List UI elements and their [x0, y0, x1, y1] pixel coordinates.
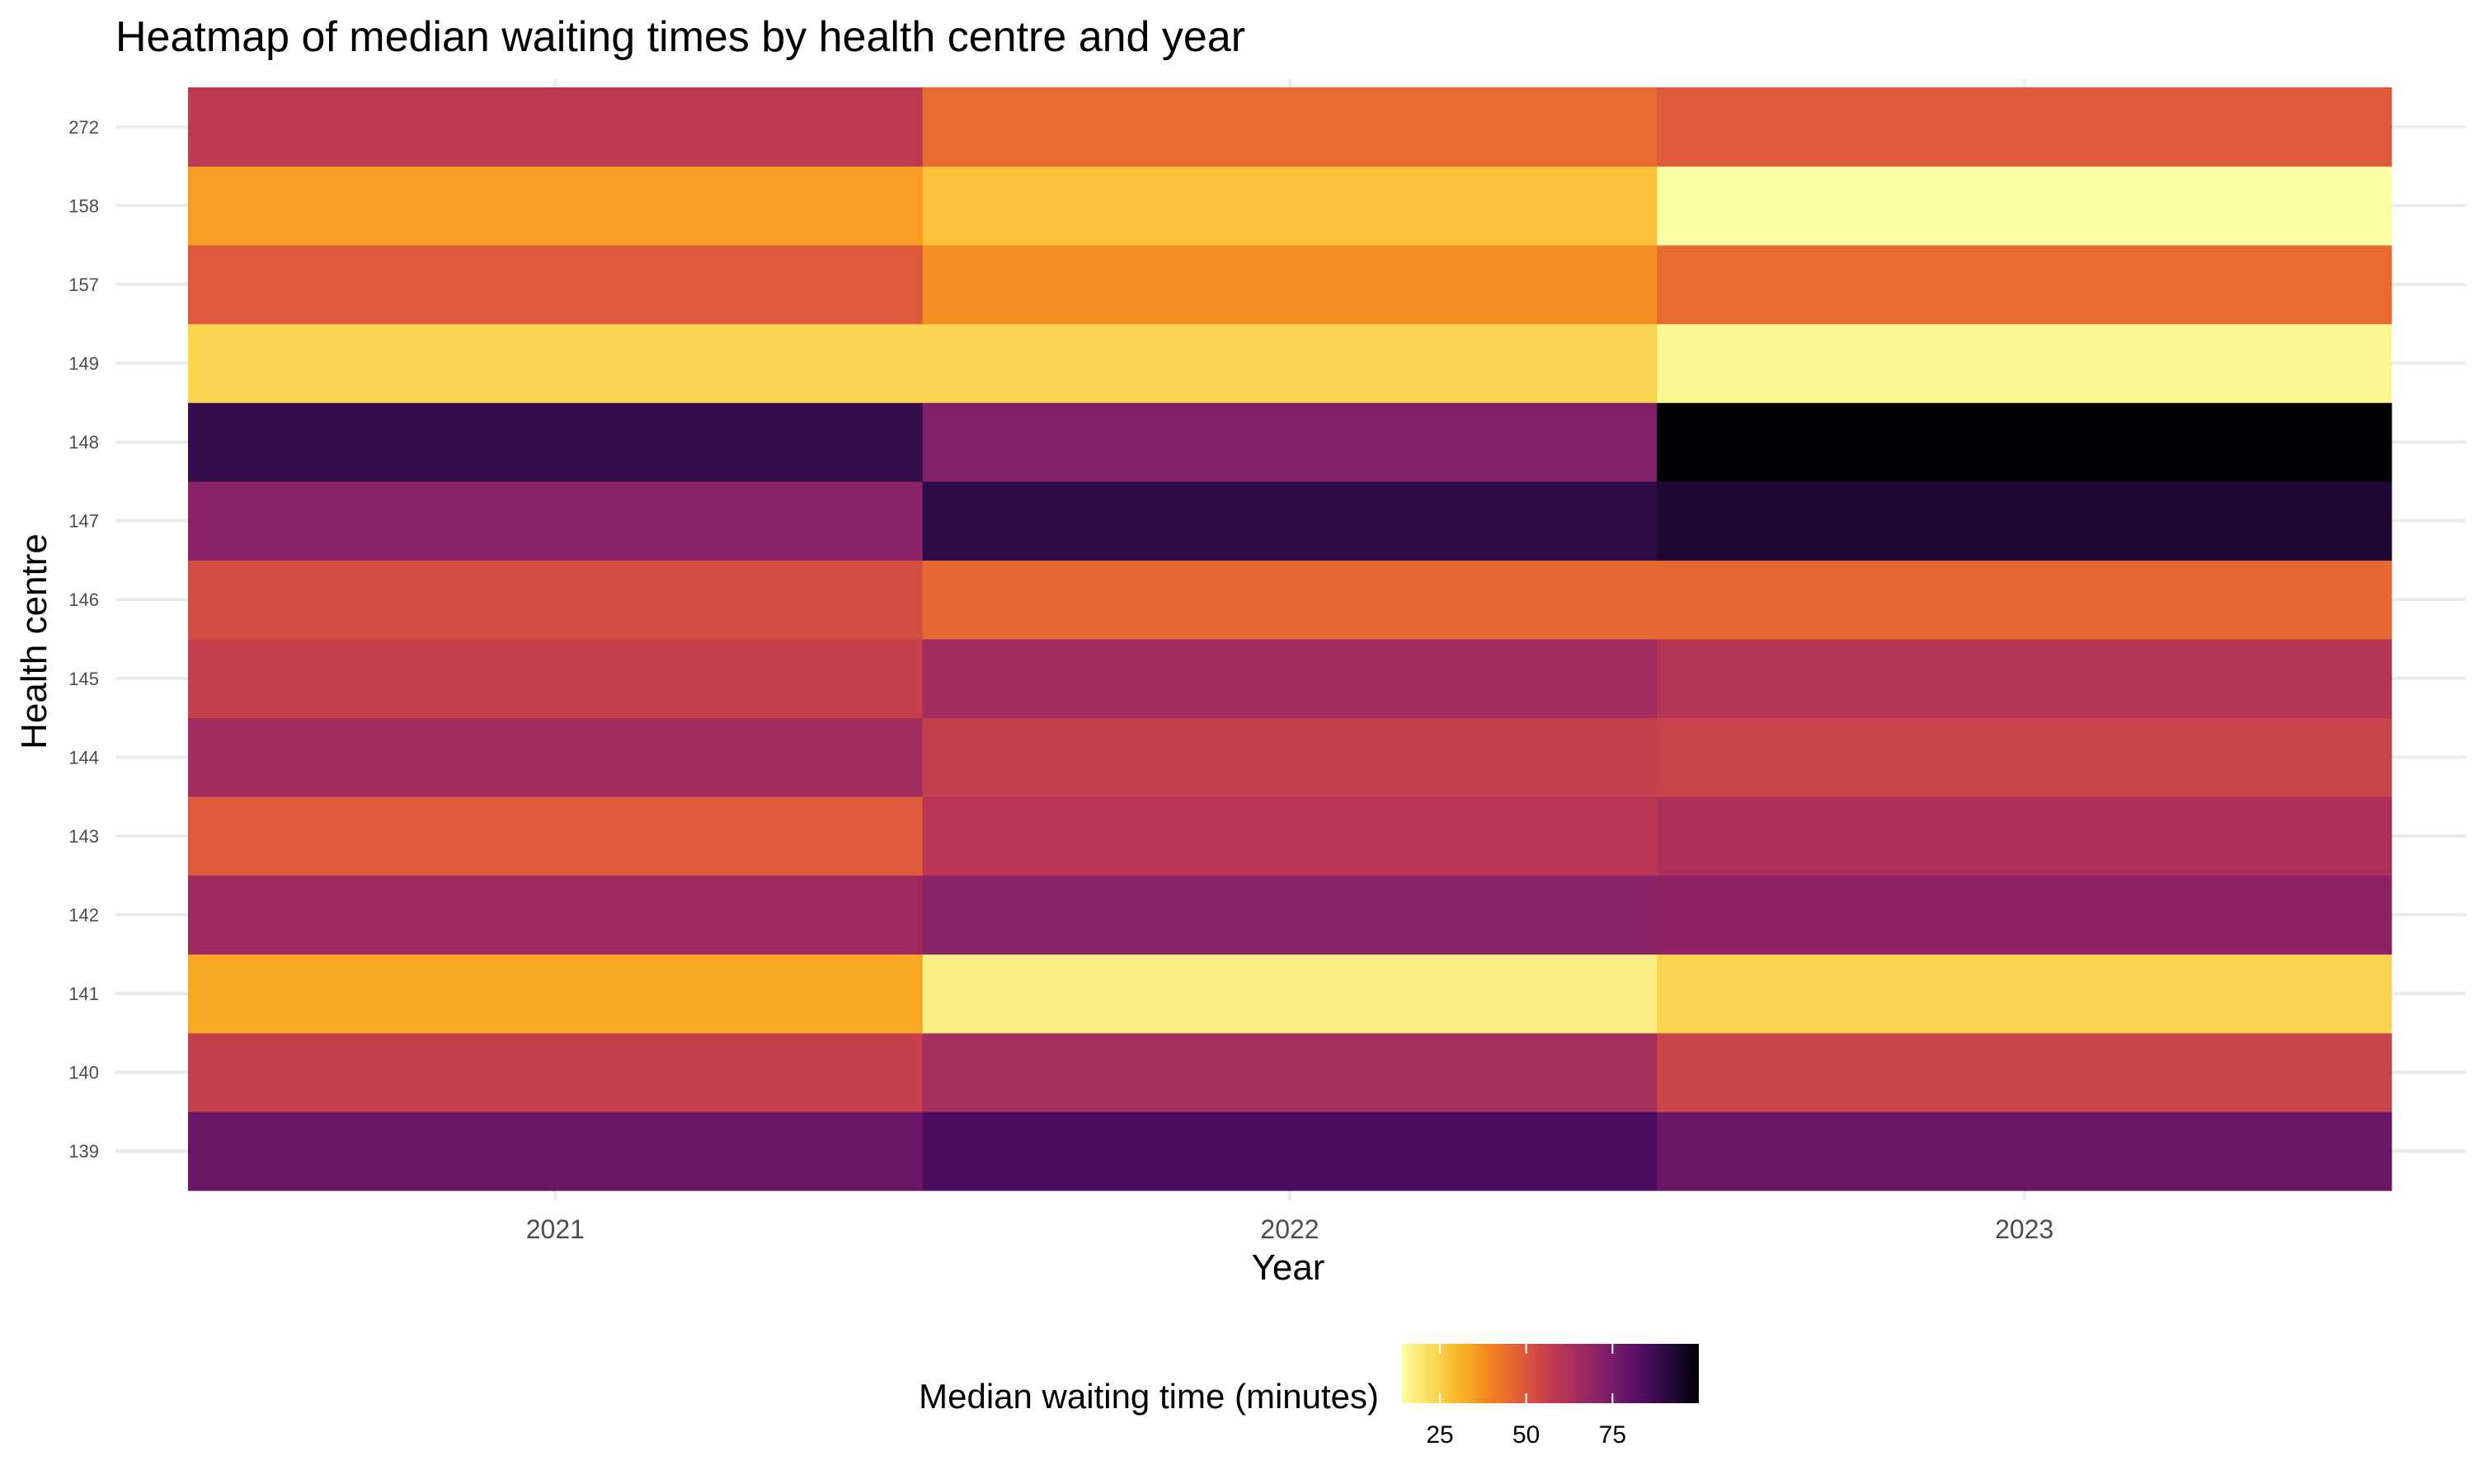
- heatmap-cell: 146 / 2022: 46: [922, 560, 1658, 640]
- heatmap-cell: 158 / 2022: 28: [922, 166, 1658, 246]
- heatmap-cell: 141 / 2022: 18: [922, 954, 1658, 1034]
- y-tick-label: 146: [68, 589, 99, 610]
- heatmap-cell: 149 / 2023: 16: [1657, 323, 2392, 403]
- y-tick-label: 147: [68, 511, 99, 532]
- heatmap-cell: 141 / 2023: 24: [1657, 954, 2392, 1034]
- heatmap-cell: 142 / 2022: 71: [922, 875, 1658, 955]
- heatmap-cell: 140 / 2023: 55: [1657, 1032, 2392, 1112]
- y-tick-label: 143: [68, 826, 99, 847]
- heatmap-cell: 147 / 2022: 90: [922, 481, 1658, 561]
- heatmap-cell: 148 / 2023: 100: [1657, 402, 2392, 482]
- heatmap-cell: 145 / 2023: 60: [1657, 639, 2392, 719]
- heatmap-cell: 142 / 2021: 66: [188, 875, 924, 955]
- heatmap-cell: 157 / 2022: 38: [922, 245, 1658, 325]
- x-tick-label: 2021: [526, 1214, 585, 1244]
- legend-colorbar: [1402, 1344, 1699, 1403]
- heatmap-cell: 272 / 2022: 45: [922, 87, 1658, 167]
- heatmap-cell: 272 / 2023: 49: [1657, 87, 2392, 167]
- heatmap-cell: 145 / 2022: 65: [922, 639, 1658, 719]
- heatmap-cell: 148 / 2021: 88: [188, 402, 924, 482]
- heatmap-cell: 144 / 2021: 65: [188, 717, 924, 797]
- x-axis-title: Year: [1252, 1247, 1325, 1288]
- y-tick-labels: 139 140 141 142 143 144 145 146 147 148 149 157 158 2…: [68, 117, 99, 1162]
- chart-title: Heatmap of median waiting times by healt…: [115, 13, 1245, 61]
- y-tick-label: 141: [68, 984, 99, 1004]
- y-tick-label: 144: [68, 747, 99, 768]
- heatmap-cell: 158 / 2021: 35: [188, 166, 924, 246]
- heatmap-cell: 149 / 2021: 24: [188, 323, 924, 403]
- legend-ticks: 25 50 75: [1426, 1344, 1626, 1449]
- heatmap-cell: 146 / 2023: 46: [1657, 560, 2392, 640]
- heatmap-cell: 144 / 2023: 55: [1657, 717, 2392, 797]
- heatmap-cell: 140 / 2022: 64: [922, 1032, 1658, 1112]
- legend-tick-label: 25: [1426, 1421, 1453, 1449]
- x-tick-label: 2022: [1260, 1214, 1319, 1244]
- heatmap-cell: 140 / 2021: 56: [188, 1032, 924, 1112]
- legend-tick-label: 50: [1512, 1421, 1540, 1449]
- x-tick-labels: 2021 2022 2023: [526, 1214, 2054, 1244]
- heatmap-cell: 139 / 2022: 84: [922, 1111, 1658, 1191]
- heatmap-cell: 148 / 2022: 73: [922, 402, 1658, 482]
- legend-title: Median waiting time (minutes): [919, 1377, 1379, 1416]
- heatmap-cells: 139 / 2021: 78139 / 2022: 84139 / 2023: …: [188, 87, 2392, 1191]
- heatmap-cell: 145 / 2021: 56: [188, 639, 924, 719]
- y-tick-label: 140: [68, 1063, 99, 1083]
- heatmap-cell: 158 / 2023: 14: [1657, 166, 2392, 246]
- heatmap-cell: 149 / 2022: 24: [922, 323, 1658, 403]
- heatmap-cell: 272 / 2021: 58: [188, 87, 924, 167]
- legend-tick-label: 75: [1599, 1421, 1626, 1449]
- y-tick-label: 149: [68, 354, 99, 374]
- heatmap-cell: 157 / 2023: 45: [1657, 245, 2392, 325]
- y-tick-label: 148: [68, 432, 99, 453]
- heatmap-cell: 147 / 2023: 93: [1657, 481, 2392, 561]
- heatmap-cell: 142 / 2023: 70: [1657, 875, 2392, 955]
- y-tick-label: 157: [68, 275, 99, 295]
- x-tick-label: 2023: [1995, 1214, 2053, 1244]
- heatmap-cell: 144 / 2022: 56: [922, 717, 1658, 797]
- heatmap-cell: 141 / 2021: 33: [188, 954, 924, 1034]
- y-tick-label: 158: [68, 195, 99, 216]
- heatmap-cell: 143 / 2023: 63: [1657, 796, 2392, 876]
- y-tick-label: 272: [68, 117, 99, 138]
- heatmap-cell: 146 / 2021: 52: [188, 560, 924, 640]
- y-tick-label: 142: [68, 905, 99, 926]
- y-tick-label: 145: [68, 669, 99, 689]
- legend: Median waiting time (minutes) 25 50 75: [919, 1344, 1699, 1449]
- heatmap-cell: 157 / 2021: 49: [188, 245, 924, 325]
- heatmap-cell: 139 / 2021: 78: [188, 1111, 924, 1191]
- heatmap-cell: 143 / 2021: 49: [188, 796, 924, 876]
- heatmap-cell: 143 / 2022: 59: [922, 796, 1658, 876]
- y-tick-label: 139: [68, 1141, 99, 1162]
- heatmap-cell: 147 / 2021: 71: [188, 481, 924, 561]
- y-axis-title: Health centre: [14, 533, 54, 749]
- heatmap-cell: 139 / 2023: 78: [1657, 1111, 2392, 1191]
